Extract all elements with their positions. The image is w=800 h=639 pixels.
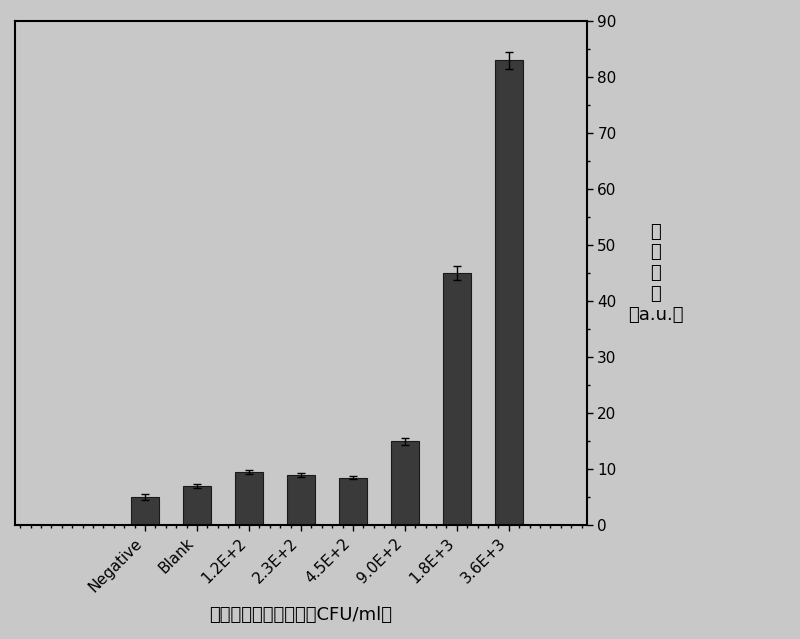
Bar bbox=[442, 273, 471, 525]
Bar bbox=[338, 477, 367, 525]
Text: 荧
光
强
度
（a.u.）: 荧 光 强 度 （a.u.） bbox=[628, 222, 683, 324]
Bar bbox=[494, 60, 523, 525]
Bar bbox=[286, 475, 315, 525]
Bar bbox=[182, 486, 211, 525]
Bar bbox=[234, 472, 263, 525]
Bar bbox=[390, 441, 419, 525]
X-axis label: 金黄色葡萄球菌浓度（CFU/ml）: 金黄色葡萄球菌浓度（CFU/ml） bbox=[210, 606, 393, 624]
Bar bbox=[130, 497, 159, 525]
